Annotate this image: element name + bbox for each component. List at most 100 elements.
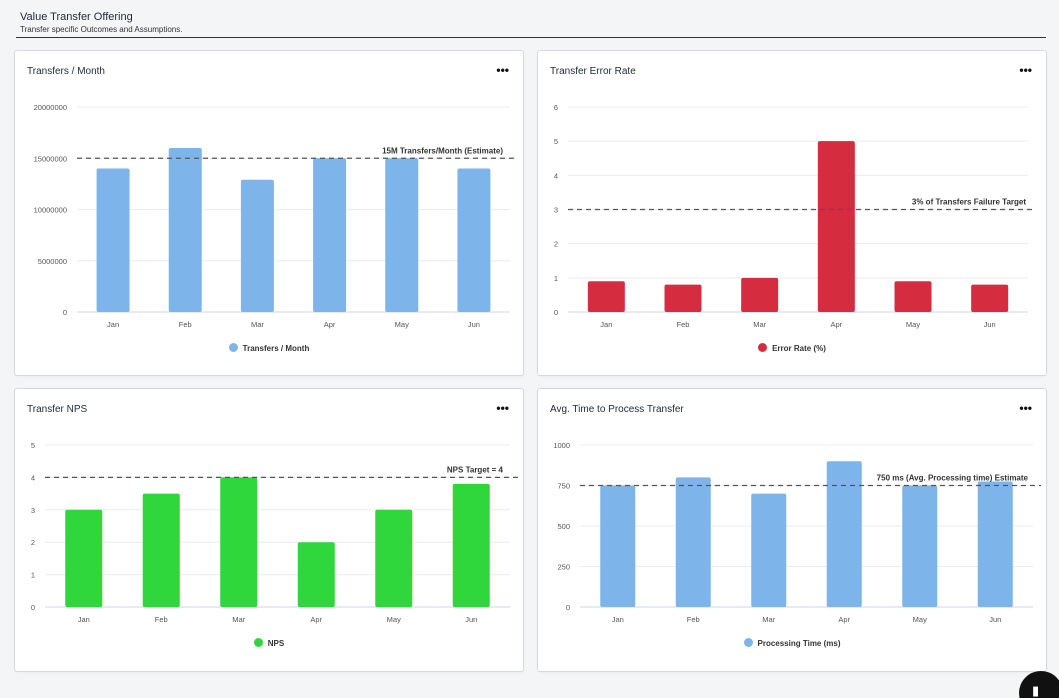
chart-legend[interactable]: Error Rate (%) <box>538 343 1046 353</box>
y-tick-label: 4 <box>31 473 35 482</box>
x-tick-label: Mar <box>753 320 766 329</box>
card-transfers-per-month: Transfers / Month ••• 0 5000000 10000000 15… <box>14 50 524 376</box>
x-tick-label: Feb <box>155 615 168 624</box>
y-tick-label: 5 <box>31 441 35 450</box>
chart-legend[interactable]: Transfers / Month <box>15 343 523 353</box>
x-tick-label: Apr <box>324 320 336 329</box>
card-transfer-error-rate: Transfer Error Rate ••• 0 1 2 3 4 5 6 Jan Feb Mar… <box>537 50 1047 376</box>
x-tick-label: Apr <box>310 615 322 624</box>
legend-label: Transfers / Month <box>242 344 310 353</box>
y-tick-label: 1 <box>554 274 558 283</box>
y-tick-label: 1000 <box>553 441 570 450</box>
card-title: Transfer NPS <box>27 404 88 415</box>
legend-swatch <box>743 638 753 648</box>
legend-swatch <box>253 638 263 648</box>
legend-label: Error Rate (%) <box>772 344 826 353</box>
reference-line-label: 750 ms (Avg. Processing time) Estimate <box>877 474 1029 483</box>
chat-fab-button[interactable]: ▮ <box>1019 671 1059 698</box>
y-tick-label: 750 <box>557 482 570 491</box>
y-tick-label: 15000000 <box>34 154 67 163</box>
y-tick-label: 0 <box>566 603 570 612</box>
x-tick-label: May <box>906 320 920 329</box>
x-tick-label: Apr <box>838 615 850 624</box>
bar <box>664 284 702 312</box>
reference-line-label: NPS Target = 4 <box>447 465 504 474</box>
bar <box>297 542 335 607</box>
bar <box>220 477 258 607</box>
chart-legend[interactable]: NPS <box>15 638 523 648</box>
x-tick-label: Jan <box>78 615 90 624</box>
bar <box>96 168 130 312</box>
chart-svg: 0 5000000 10000000 15000000 20000000 Jan Feb Ma… <box>34 103 518 329</box>
bar <box>741 277 779 312</box>
y-tick-label: 5 <box>554 137 558 146</box>
card-title: Avg. Time to Process Transfer <box>550 404 684 415</box>
x-tick-label: Jan <box>612 615 624 624</box>
y-tick-label: 20000000 <box>34 103 67 112</box>
bar <box>142 493 180 607</box>
bar <box>375 509 413 607</box>
legend-swatch <box>228 343 238 353</box>
bar <box>826 461 862 607</box>
chart-svg: 0 250 500 750 1000 Jan Feb Mar Apr May Jun 750 ms (… <box>553 441 1041 624</box>
page-title: Value Transfer Offering <box>20 11 133 23</box>
bar <box>65 509 103 607</box>
more-options-icon[interactable]: ••• <box>1019 401 1032 415</box>
chat-icon: ▮ <box>1032 683 1040 698</box>
y-tick-label: 0 <box>31 603 35 612</box>
page-subtitle: Transfer specific Outcomes and Assumptio… <box>20 25 183 34</box>
reference-line-label: 15M Transfers/Month (Estimate) <box>382 146 503 155</box>
y-tick-label: 1 <box>31 571 35 580</box>
bar <box>587 281 625 312</box>
reference-line-label: 3% of Transfers Failure Target <box>912 198 1026 207</box>
legend-label: Processing Time (ms) <box>757 639 841 648</box>
more-options-icon[interactable]: ••• <box>496 63 509 77</box>
x-tick-label: May <box>913 615 927 624</box>
x-tick-label: Feb <box>179 320 192 329</box>
x-tick-label: May <box>387 615 401 624</box>
y-tick-label: 6 <box>554 103 558 112</box>
more-options-icon[interactable]: ••• <box>1019 63 1032 77</box>
bar <box>817 141 855 312</box>
bar <box>600 485 636 607</box>
bar <box>971 284 1009 312</box>
bar <box>452 483 490 607</box>
y-tick-label: 4 <box>554 171 558 180</box>
page-header: Value Transfer Offering Transfer specifi… <box>16 8 1046 38</box>
x-tick-label: Jun <box>465 615 477 624</box>
legend-swatch <box>758 343 768 353</box>
chart-legend[interactable]: Processing Time (ms) <box>538 638 1046 648</box>
x-tick-label: Mar <box>251 320 264 329</box>
y-tick-label: 10000000 <box>34 206 67 215</box>
bar <box>902 485 938 607</box>
x-tick-label: Feb <box>677 320 690 329</box>
bar <box>977 481 1013 607</box>
x-tick-label: Jun <box>989 615 1001 624</box>
chart-svg: 0 1 2 3 4 5 6 Jan Feb Mar Apr May Jun 3% of Transfers… <box>554 103 1036 329</box>
x-tick-label: Mar <box>232 615 245 624</box>
bar <box>385 158 419 312</box>
y-tick-label: 2 <box>31 538 35 547</box>
x-tick-label: Feb <box>687 615 700 624</box>
y-tick-label: 0 <box>63 308 67 317</box>
bar <box>751 493 787 607</box>
y-tick-label: 0 <box>554 308 558 317</box>
x-tick-label: Mar <box>762 615 775 624</box>
x-tick-label: Apr <box>830 320 842 329</box>
bar <box>675 477 711 607</box>
bar <box>168 148 202 312</box>
more-options-icon[interactable]: ••• <box>496 401 509 415</box>
card-title: Transfers / Month <box>27 66 105 77</box>
y-tick-label: 250 <box>557 563 570 572</box>
bar <box>240 179 274 312</box>
x-tick-label: Jan <box>600 320 612 329</box>
bar <box>313 158 347 312</box>
chart-svg: 0 1 2 3 4 5 Jan Feb Mar Apr May Jun NPS Target = 4 <box>31 441 518 624</box>
y-tick-label: 3 <box>554 206 558 215</box>
y-tick-label: 5000000 <box>38 257 67 266</box>
y-tick-label: 3 <box>31 506 35 515</box>
x-tick-label: Jan <box>107 320 119 329</box>
x-tick-label: May <box>395 320 409 329</box>
y-tick-label: 500 <box>557 522 570 531</box>
card-title: Transfer Error Rate <box>550 66 636 77</box>
